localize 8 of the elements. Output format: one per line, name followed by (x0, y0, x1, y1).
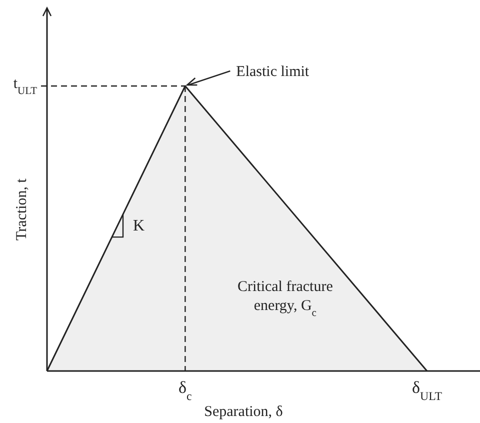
annotation: Elastic limit (236, 64, 310, 80)
y-axis-title: Traction, t (14, 178, 30, 240)
ref-line-label: t$_{ULT}$ (13, 76, 38, 96)
annotation: Critical fracture energy, G$_{c}$ (237, 279, 334, 318)
x-tick-label: δ$_{ULT}$ (412, 378, 443, 403)
x-axis-title: Separation, δ (204, 404, 283, 420)
x-tick-label: δ$_{c}$ (178, 378, 192, 403)
annotation: K (133, 218, 145, 235)
